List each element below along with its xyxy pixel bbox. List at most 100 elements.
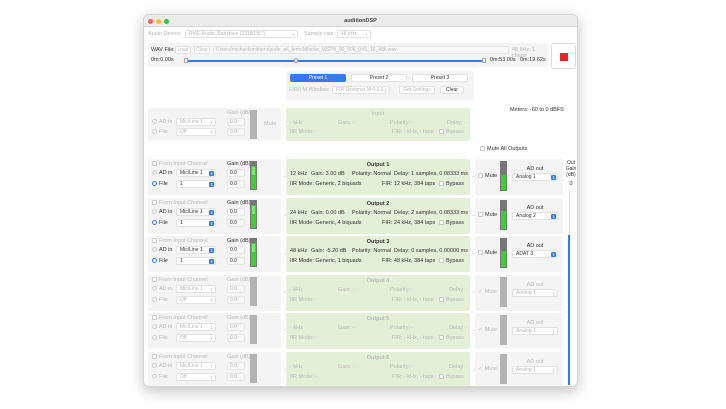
file-select[interactable]: Off ⇕ — [176, 334, 216, 342]
bypass-checkbox[interactable]: Bypass — [439, 258, 464, 264]
ad-out-select[interactable]: ADAT 3 ⇕ — [512, 250, 558, 258]
gain2-field[interactable]: 0.0 — [227, 218, 245, 227]
load-button[interactable]: Load — [175, 46, 191, 54]
clear-wav-button[interactable]: Clear — [194, 46, 210, 54]
ad-in-radio[interactable]: AD in — [152, 286, 172, 292]
sample-rate-select[interactable]: 48 kHz ⇕ — [337, 30, 371, 38]
ad-out-select[interactable]: Analog 1 ⇕ — [512, 365, 558, 374]
gain1-field[interactable]: 0.0 — [227, 207, 245, 216]
input-file-select[interactable]: Off ⇕ — [176, 128, 216, 136]
bypass-checkbox[interactable]: Bypass — [439, 181, 464, 187]
file-radio[interactable]: File — [152, 297, 168, 303]
file-select[interactable]: 1 ⇕ — [176, 218, 216, 227]
preset-3-button[interactable]: Preset 3 — [412, 74, 468, 82]
ad-in-radio[interactable]: AD in — [152, 209, 172, 215]
file-select[interactable]: 1 ⇕ — [176, 257, 216, 265]
from-input-checkbox[interactable]: From Input Channel — [152, 315, 208, 321]
ad-out-select[interactable]: Analog 1 ⇕ — [512, 327, 558, 335]
input-level-meter — [250, 315, 257, 344]
input-file-radio[interactable]: File — [152, 129, 168, 135]
file-radio[interactable]: File — [152, 335, 168, 341]
from-input-checkbox[interactable]: From Input Channel — [152, 200, 208, 206]
gain1-field[interactable]: 0.0 — [227, 361, 245, 370]
get-settings-button[interactable]: Get Settings — [399, 86, 435, 94]
slider-start-handle[interactable] — [184, 58, 188, 63]
preset-1-button[interactable]: Preset 1 — [290, 74, 346, 82]
input-title: Input — [371, 111, 385, 117]
input-bypass-checkbox[interactable]: Bypass — [439, 129, 464, 135]
ad-out-select[interactable]: Analog 1 ⇕ — [512, 288, 558, 297]
arrow-icon: → — [282, 288, 288, 295]
output-processing-panel: Output 5 - kHz Gain: - Polarity: - Delay… — [286, 313, 470, 349]
mute-checkbox[interactable]: ✓ Mute — [478, 327, 497, 333]
gain1-field[interactable]: 0.0 — [227, 323, 245, 331]
output-delay: Delay: 0 samples, 0.00000 ms — [394, 248, 468, 254]
mute-checkbox[interactable]: ✓ Mute — [478, 288, 497, 295]
audio-device-select[interactable]: RME-Audio: Babyface (23180357) ⇕ — [185, 30, 298, 38]
out-gain-slider[interactable] — [568, 235, 570, 385]
ad-in-select[interactable]: Mic/Line 1 ⇕ — [176, 284, 216, 293]
input-gain1-field[interactable]: 0.0 — [227, 118, 245, 126]
mute-checkbox[interactable]: Mute — [478, 212, 497, 218]
preset-2-button[interactable]: Preset 2 — [351, 74, 407, 82]
gain2-field[interactable]: 0.0 — [227, 372, 245, 381]
wav-path-field[interactable]: /Users/michaelsmithers/pode_a4_ferm/Mhic… — [213, 46, 509, 54]
from-input-checkbox[interactable]: From Input Channel — [152, 354, 208, 360]
file-select[interactable]: Off ⇕ — [176, 372, 216, 381]
bypass-checkbox[interactable]: Bypass — [439, 374, 464, 380]
from-input-checkbox[interactable]: From Input Channel — [152, 277, 208, 283]
ad-in-select[interactable]: Mic/Line 1 ⇕ — [176, 246, 216, 254]
ad-in-select[interactable]: Mic/Line 1 ⇕ — [176, 207, 216, 216]
file-select[interactable]: 1 ⇕ — [176, 180, 216, 188]
file-select[interactable]: Off ⇕ — [176, 295, 216, 304]
output-polarity: Polarity: - — [390, 286, 414, 293]
clear-preset-button[interactable]: Clear — [440, 86, 464, 94]
mute-checkbox[interactable]: Mute — [478, 173, 497, 179]
ad-in-radio[interactable]: AD in — [152, 247, 172, 253]
gain2-field[interactable]: 0.0 — [227, 295, 245, 304]
ad-in-radio[interactable]: AD in — [152, 170, 172, 176]
input-mute-label[interactable]: Mute — [264, 121, 277, 127]
output-level-meter — [500, 238, 507, 268]
from-input-checkbox[interactable]: From Input Channel — [152, 238, 208, 244]
stop-button[interactable] — [551, 43, 576, 69]
output-level-meter — [500, 315, 507, 345]
ad-in-select[interactable]: Mic/Line 1 ⇕ — [176, 323, 216, 331]
bypass-checkbox[interactable]: Bypass — [439, 297, 464, 303]
file-radio[interactable]: File — [152, 220, 168, 226]
bypass-checkbox[interactable]: Bypass — [439, 335, 464, 341]
input-ad-in-radio[interactable]: AD in — [152, 119, 172, 125]
file-radio[interactable]: File — [152, 374, 168, 380]
file-radio[interactable]: File — [152, 181, 168, 187]
gain1-field[interactable]: 0.0 — [227, 169, 245, 177]
mute-checkbox[interactable]: ✓ Mute — [478, 365, 497, 372]
gain1-field[interactable]: 0.0 — [227, 246, 245, 254]
minimize-button[interactable] — [156, 18, 161, 24]
ad-in-radio[interactable]: AD in — [152, 324, 172, 330]
mute-all-checkbox[interactable]: Mute All Outputs — [480, 146, 527, 152]
file-radio[interactable]: File — [152, 258, 168, 264]
ad-out-select[interactable]: Analog 1 ⇕ — [512, 173, 558, 181]
check-icon: ✓ — [478, 288, 483, 295]
bypass-checkbox[interactable]: Bypass — [439, 220, 464, 226]
ad-out-select[interactable]: Analog 2 ⇕ — [512, 211, 558, 220]
chevron-updown-icon: ⇕ — [209, 336, 214, 341]
mute-checkbox[interactable]: Mute — [478, 250, 497, 256]
gain1-field[interactable]: 0.0 — [227, 284, 245, 293]
fir-window-select[interactable]: FIR Designer M 4.0.5 ⇕ — [332, 86, 390, 94]
gain2-field[interactable]: 0.0 — [227, 180, 245, 188]
zoom-button[interactable] — [164, 18, 169, 24]
ad-in-select[interactable]: Mic/Line 1 ⇕ — [176, 361, 216, 370]
close-button[interactable] — [148, 18, 153, 24]
sample-rate-label: Sample rate: — [304, 31, 336, 37]
input-gain2-field[interactable]: 0.0 — [227, 128, 245, 136]
ad-in-select[interactable]: Mic/Line 1 ⇕ — [176, 169, 216, 177]
ad-in-radio[interactable]: AD in — [152, 363, 172, 369]
position-slider[interactable] — [184, 58, 486, 63]
slider-end-handle[interactable] — [482, 58, 486, 63]
gain2-field[interactable]: 0.0 — [227, 257, 245, 265]
slider-thumb[interactable] — [294, 58, 299, 63]
input-ad-select[interactable]: Mic/Line 1 ⇕ — [176, 118, 216, 126]
gain2-field[interactable]: 0.0 — [227, 334, 245, 342]
from-input-checkbox[interactable]: From Input Channel — [152, 161, 208, 167]
